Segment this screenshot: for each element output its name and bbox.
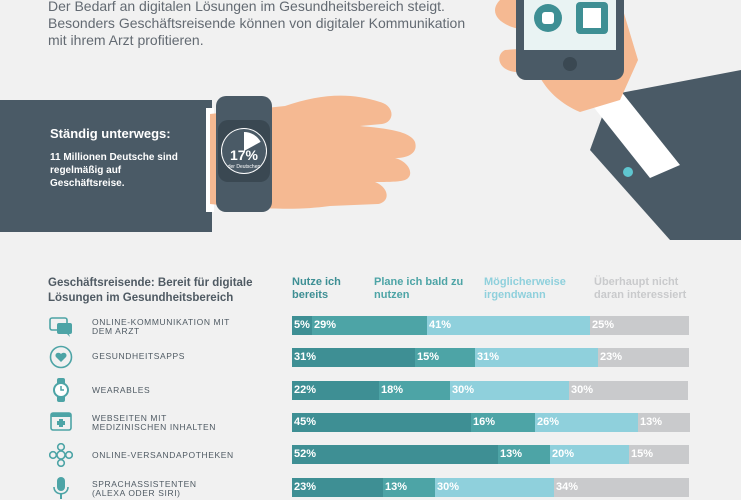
bar-segment	[569, 381, 688, 400]
bar-segment	[554, 478, 689, 497]
bar-value-label: 31%	[294, 351, 317, 363]
bar-value-label: 41%	[429, 319, 452, 331]
bar-value-label: 34%	[556, 481, 579, 493]
bar-segment	[379, 381, 450, 400]
bar-value-label: 30%	[571, 384, 594, 396]
intro-text: Der Bedarf an digitalen Lösungen im Gesu…	[48, 0, 466, 48]
bar-value-label: 26%	[537, 416, 560, 428]
bar-value-label: 22%	[294, 384, 317, 396]
bar-segment	[427, 316, 590, 335]
bar-value-label: 25%	[592, 319, 615, 331]
bar-segment	[535, 413, 638, 432]
travel-title: Ständig unterwegs:	[50, 126, 171, 141]
left-sleeve	[0, 100, 212, 232]
bar-value-label: 20%	[552, 448, 575, 460]
pill-icon	[49, 443, 73, 467]
bar-value-label: 16%	[473, 416, 496, 428]
bar-segment	[435, 478, 554, 497]
bar-value-label: 5%	[294, 319, 310, 331]
microphone-icon	[53, 477, 69, 499]
row-label: WEBSEITEN MIT MEDIZINISCHEN INHALTEN	[92, 413, 217, 432]
bar-segment	[292, 381, 379, 400]
bar-segment	[498, 445, 550, 464]
bar-segment	[312, 316, 427, 335]
bar-segment	[292, 445, 498, 464]
hand-smartphone-illustration	[495, 0, 741, 240]
bar-value-label: 13%	[640, 416, 663, 428]
travel-text: 11 Millionen Deutsche sind regelmäßig au…	[50, 152, 178, 189]
legend-nutze: Nutze ich bereits	[292, 276, 341, 301]
chat-icon	[49, 317, 72, 337]
bar-value-label: 18%	[381, 384, 404, 396]
bar-segment	[292, 478, 383, 497]
heart-icon	[49, 345, 73, 369]
bar-value-label: 30%	[437, 481, 460, 493]
legend-ueberhaupt-nicht: Überhaupt nicht daran interessiert	[594, 276, 687, 301]
bar-segment	[475, 348, 598, 367]
watch-pie-icon	[222, 129, 266, 173]
bar-value-label: 15%	[631, 448, 654, 460]
bar-value-label: 29%	[314, 319, 337, 331]
bar-segment	[415, 348, 475, 367]
bar-segment	[550, 445, 629, 464]
bar-segment	[292, 413, 471, 432]
row-label: GESUNDHEITSAPPS	[92, 351, 186, 361]
bar-segment	[383, 478, 435, 497]
legend-plane: Plane ich bald zu nutzen	[374, 276, 464, 301]
bar-value-label: 15%	[417, 351, 440, 363]
watch-value-label: 17%	[229, 147, 259, 163]
bar-value-label: 31%	[477, 351, 500, 363]
row-label: ONLINE-KOMMUNIKATION MIT DEM ARZT	[92, 317, 230, 336]
bar-value-label: 45%	[294, 416, 317, 428]
medical-cross-icon	[50, 412, 72, 431]
bar-segment	[450, 381, 569, 400]
bar-segment	[292, 316, 312, 335]
legend-moeglicherweise: Möglicherweise irgendwann	[484, 276, 566, 301]
bar-segment	[292, 348, 415, 367]
bar-segment	[471, 413, 535, 432]
bar-value-label: 13%	[500, 448, 523, 460]
bar-segment	[598, 348, 689, 367]
bar-value-label: 13%	[385, 481, 408, 493]
bar-value-label: 30%	[452, 384, 475, 396]
watch-icon	[53, 378, 69, 402]
row-label: WEARABLES	[92, 385, 151, 395]
watch-caption: der Deutschen	[227, 164, 261, 170]
bar-segment	[638, 413, 690, 432]
bar-segment	[590, 316, 689, 335]
bar-value-label: 23%	[600, 351, 623, 363]
bar-segment	[629, 445, 689, 464]
row-label: SPRACHASSISTENTEN (ALEXA ODER SIRI)	[92, 479, 197, 498]
row-label: ONLINE-VERSANDAPOTHEKEN	[92, 450, 234, 460]
bar-value-label: 52%	[294, 448, 317, 460]
bar-value-label: 23%	[294, 481, 317, 493]
chart-title: Geschäftsreisende: Bereit für digitale L…	[48, 277, 253, 304]
